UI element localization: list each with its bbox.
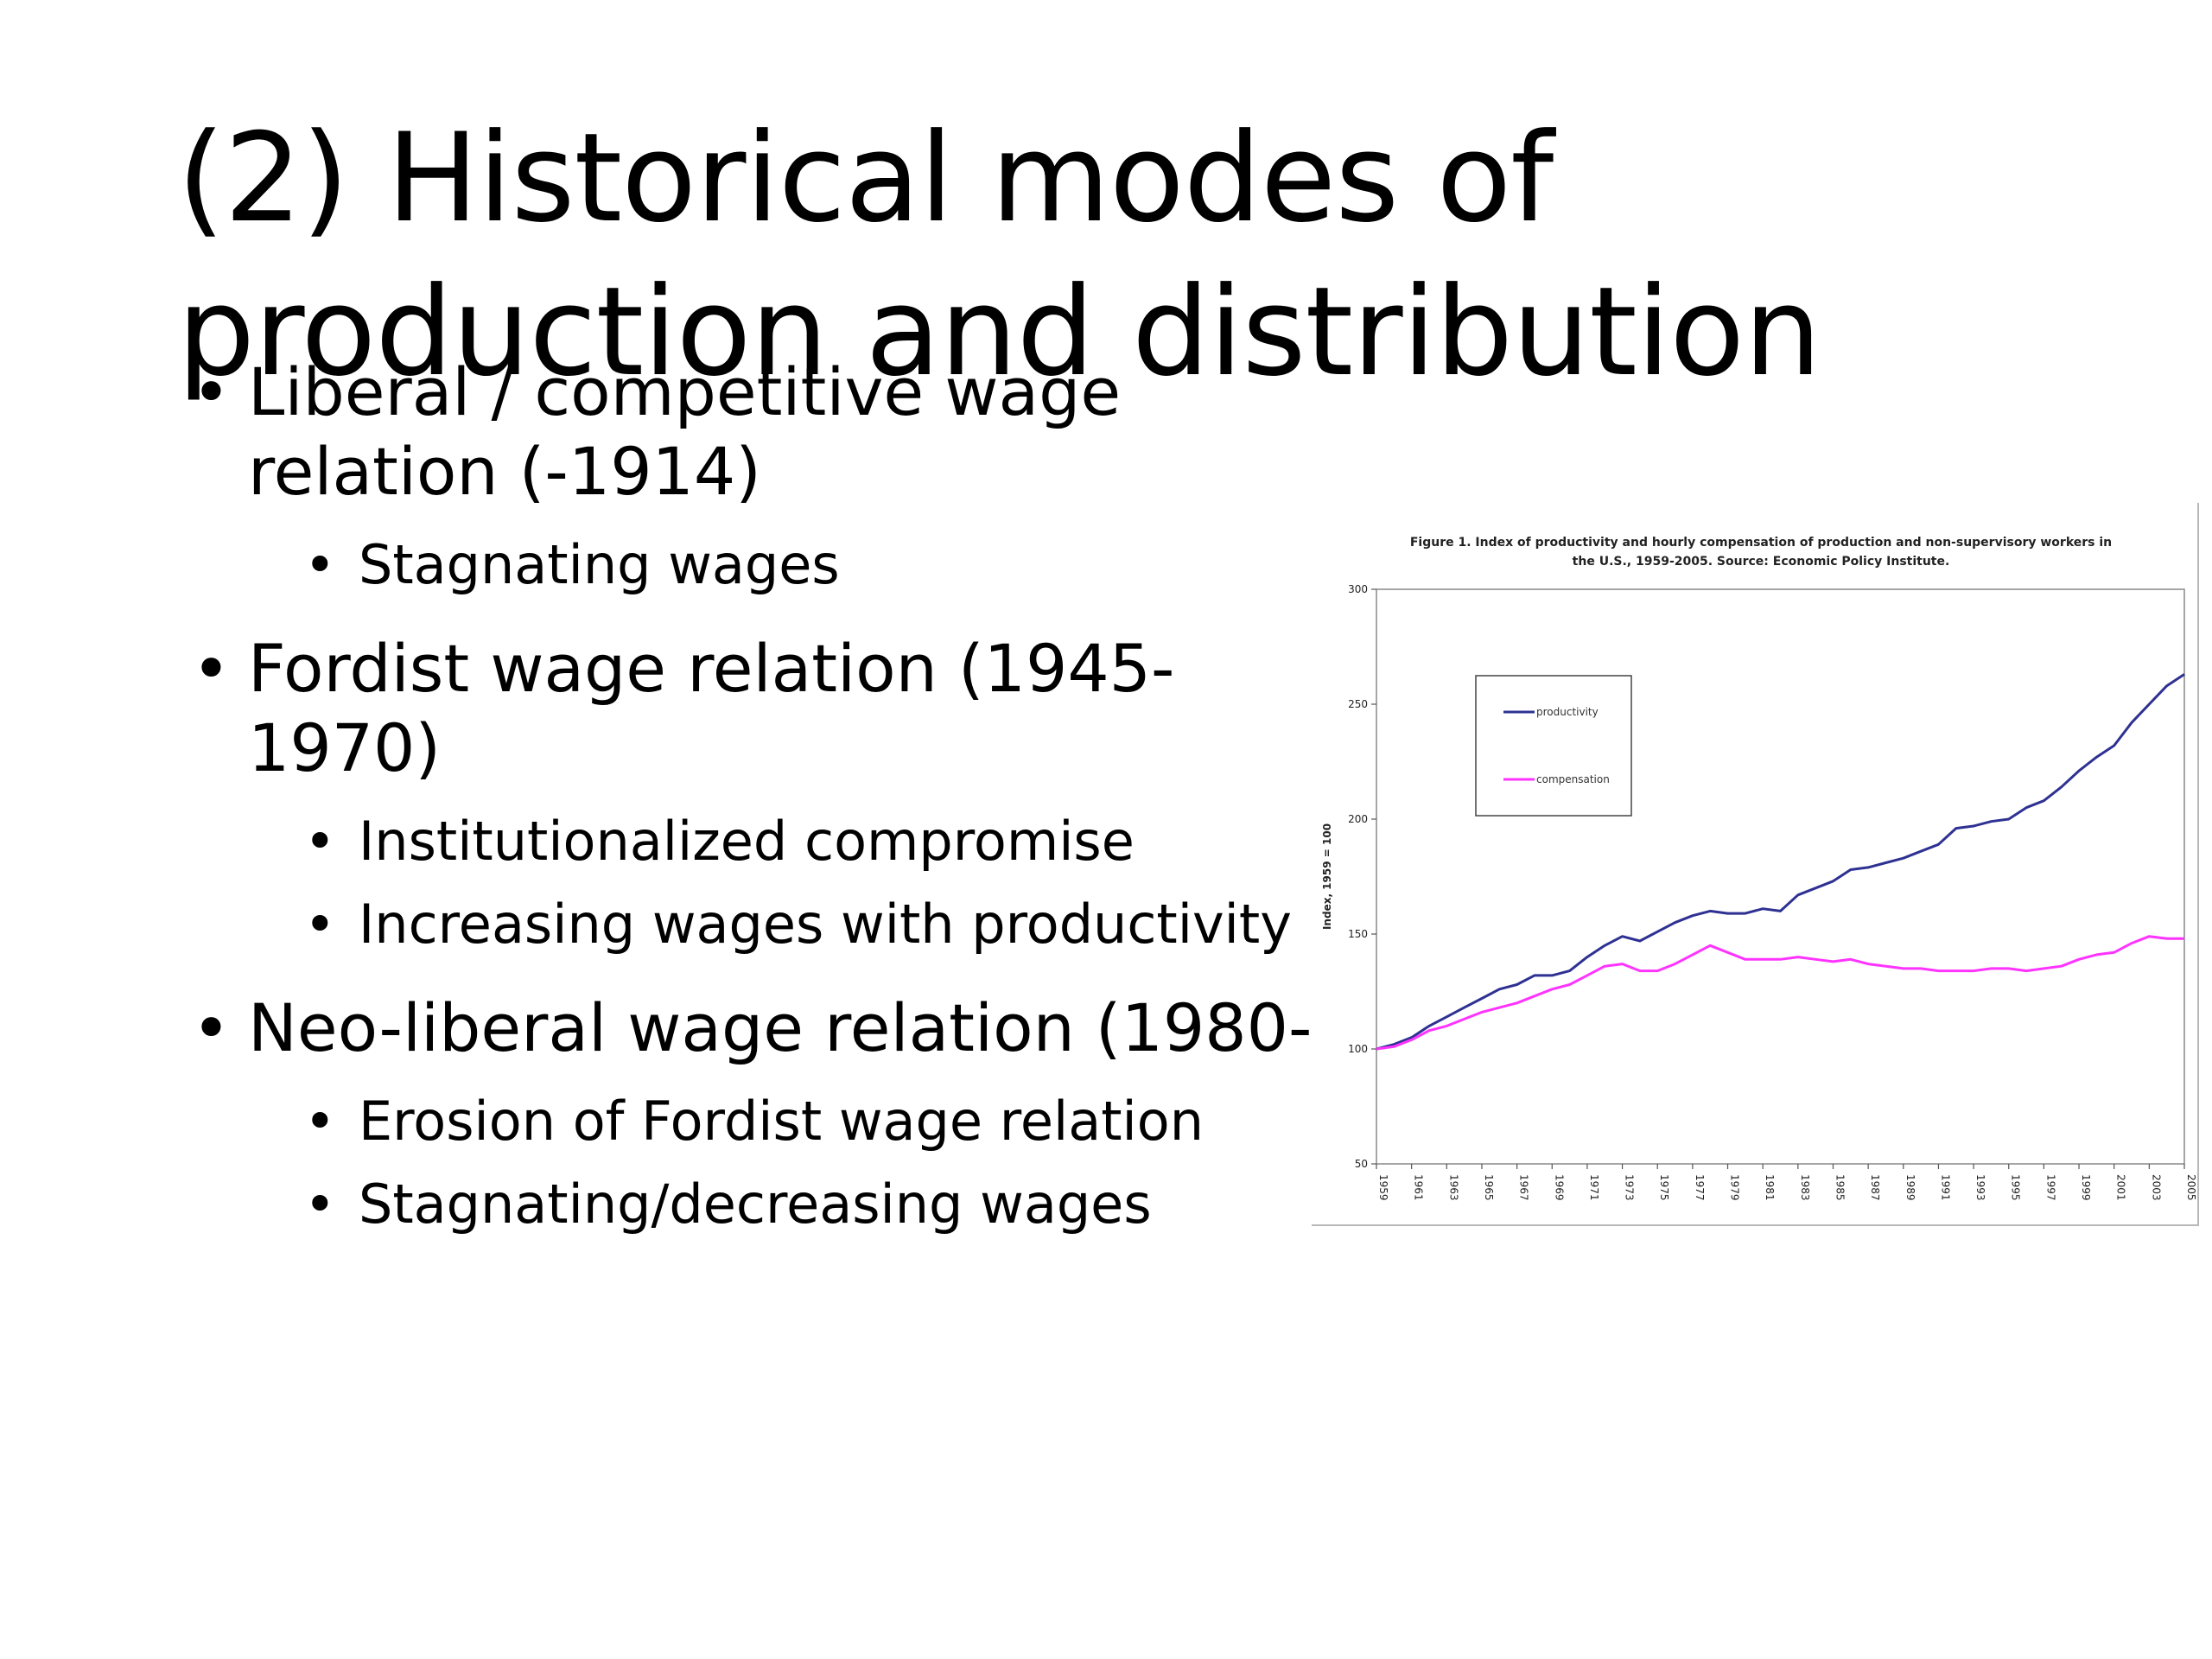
x-tick-label: 2005 xyxy=(2185,1174,2197,1201)
bullet-fordist: Fordist wage relation (1945-1970) xyxy=(192,629,1315,788)
x-tick-label: 1975 xyxy=(1658,1174,1670,1201)
bullet-neoliberal: Neo-liberal wage relation (1980- xyxy=(192,988,1315,1068)
x-tick-label: 1979 xyxy=(1729,1174,1741,1201)
x-tick-label: 1981 xyxy=(1764,1174,1776,1201)
x-tick-label: 1991 xyxy=(1939,1174,1951,1201)
chart-caption-line-1: Figure 1. Index of productivity and hour… xyxy=(1410,536,2112,550)
x-tick-label: 2001 xyxy=(2115,1174,2127,1201)
sub-bullet-stagnating-wages: Stagnating wages xyxy=(192,524,1315,607)
x-tick-label: 1959 xyxy=(1377,1174,1389,1201)
y-tick-label: 50 xyxy=(1355,1158,1368,1170)
x-tick-label: 1987 xyxy=(1869,1174,1881,1201)
bullet-liberal: Liberal / competitive wage relation (-19… xyxy=(192,353,1315,512)
y-tick-label: 100 xyxy=(1348,1043,1368,1055)
line-chart: Figure 1. Index of productivity and hour… xyxy=(1321,536,2197,1201)
x-tick-label: 1969 xyxy=(1553,1174,1565,1201)
bullet-list: Liberal / competitive wage relation (-19… xyxy=(192,353,1315,1246)
x-tick-label: 1985 xyxy=(1834,1174,1846,1201)
slide-title: (2) Historical modes of production and d… xyxy=(177,107,1821,404)
chart-figure: Figure 1. Index of productivity and hour… xyxy=(1312,503,2199,1226)
x-tick-label: 1993 xyxy=(1974,1174,1986,1201)
x-tick-label: 2003 xyxy=(2150,1174,2162,1201)
x-tick-label: 1983 xyxy=(1799,1174,1811,1201)
x-tick-label: 1977 xyxy=(1694,1174,1706,1201)
y-tick-label: 300 xyxy=(1348,583,1368,595)
legend-label-productivity: productivity xyxy=(1536,706,1599,718)
legend-label-compensation: compensation xyxy=(1536,773,1610,785)
y-tick-label: 150 xyxy=(1348,928,1368,940)
sub-bullet-increasing-wages: Increasing wages with productivity xyxy=(192,883,1315,966)
x-tick-label: 1967 xyxy=(1518,1174,1530,1201)
chart-legend xyxy=(1475,675,1632,817)
x-tick-label: 1963 xyxy=(1447,1174,1459,1201)
x-tick-label: 1995 xyxy=(2010,1174,2022,1201)
series-line-compensation xyxy=(1376,935,2184,1051)
sub-bullet-institutionalized-compromise: Institutionalized compromise xyxy=(192,800,1315,883)
x-tick-label: 1973 xyxy=(1624,1174,1636,1201)
sub-bullet-stagnating-decreasing: Stagnating/decreasing wages xyxy=(192,1163,1315,1246)
sub-bullet-erosion: Erosion of Fordist wage relation xyxy=(192,1080,1315,1163)
y-axis-label: Index, 1959 = 100 xyxy=(1321,823,1333,930)
x-tick-label: 1961 xyxy=(1413,1174,1425,1201)
y-tick-label: 200 xyxy=(1348,813,1368,825)
x-tick-label: 1971 xyxy=(1588,1174,1600,1201)
x-tick-label: 1989 xyxy=(1904,1174,1916,1201)
x-tick-label: 1997 xyxy=(2044,1174,2056,1201)
chart-caption-line-2: the U.S., 1959-2005. Source: Economic Po… xyxy=(1573,555,1950,569)
x-tick-label: 1965 xyxy=(1483,1174,1495,1201)
x-tick-label: 1999 xyxy=(2080,1174,2092,1201)
y-tick-label: 250 xyxy=(1348,698,1368,710)
series-line-productivity xyxy=(1376,673,2185,1051)
